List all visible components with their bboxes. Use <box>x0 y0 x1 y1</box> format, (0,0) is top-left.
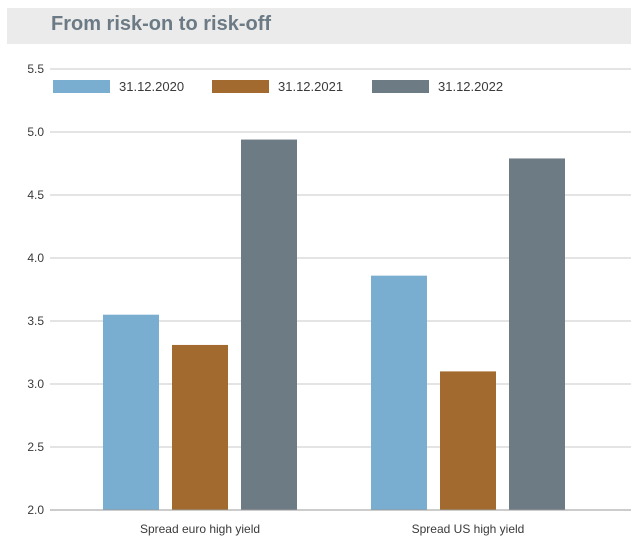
legend-swatch <box>372 80 429 93</box>
chart-title-bar: From risk-on to risk-off <box>7 8 631 44</box>
bar <box>509 158 565 510</box>
y-tick-label: 4.0 <box>27 251 44 265</box>
legend-swatch <box>53 80 110 93</box>
y-tick-label: 5.0 <box>27 125 44 139</box>
legend-label: 31.12.2020 <box>119 79 184 94</box>
y-tick-label: 3.5 <box>27 314 44 328</box>
bar <box>440 371 496 510</box>
bar <box>241 139 297 510</box>
legend-label: 31.12.2021 <box>278 79 343 94</box>
y-tick-label: 5.5 <box>27 62 44 76</box>
bar <box>103 314 159 510</box>
chart-title: From risk-on to risk-off <box>51 13 272 35</box>
legend-swatch <box>212 80 269 93</box>
category-label: Spread US high yield <box>412 522 525 536</box>
y-tick-label: 4.5 <box>27 188 44 202</box>
bar <box>172 344 228 510</box>
legend-label: 31.12.2022 <box>438 79 503 94</box>
y-tick-label: 2.0 <box>27 503 44 517</box>
y-tick-label: 3.0 <box>27 377 44 391</box>
category-label: Spread euro high yield <box>140 522 260 536</box>
y-tick-label: 2.5 <box>27 440 44 454</box>
bar <box>371 275 427 510</box>
